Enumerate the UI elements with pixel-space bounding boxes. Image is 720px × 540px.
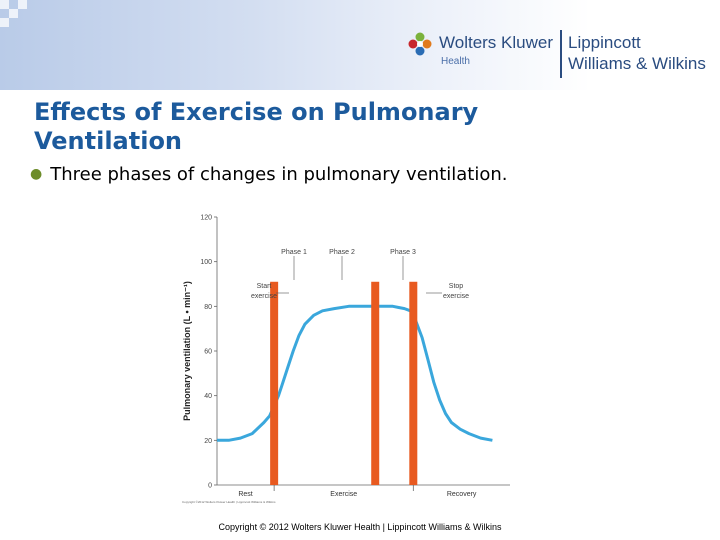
exercise-marker-bar	[371, 281, 380, 485]
company-division: Health	[441, 56, 470, 67]
x-region-label: Exercise	[330, 491, 357, 498]
company-name: Wolters Kluwer	[439, 33, 553, 52]
y-tick-label: 40	[204, 393, 212, 400]
chart-annotations: Phase 1 Phase 2 Phase 3 Start exercise St…	[182, 249, 469, 504]
logo-divider	[560, 30, 562, 78]
x-axis-regions: Rest Exercise Recovery	[217, 484, 510, 498]
x-region-label: Recovery	[447, 491, 477, 498]
exercise-marker-bar	[409, 281, 418, 485]
y-tick-label: 0	[208, 483, 212, 490]
chart-copyright: Copyright ©2012 Wolters Kluwer Health | …	[182, 500, 276, 504]
x-region-label: Rest	[238, 491, 252, 498]
exercise-markers	[270, 281, 418, 485]
y-tick-label: 100	[200, 259, 212, 266]
y-axis: 0 20 40 60 80 100 120	[200, 215, 218, 490]
phase1-label: Phase 1	[281, 249, 307, 256]
phase3-label: Phase 3	[390, 249, 416, 256]
ventilation-curve	[217, 304, 493, 442]
y-tick-label: 80	[204, 304, 212, 311]
stop-exercise-label: Stop exercise	[443, 283, 469, 300]
wolters-kluwer-flower-icon	[408, 32, 432, 56]
y-tick-label: 120	[200, 215, 212, 222]
y-tick-label: 20	[204, 438, 212, 445]
start-exercise-label: Start exercise	[251, 283, 277, 300]
publisher-line-1: Lippincott	[568, 33, 641, 52]
y-axis-label: Pulmonary ventilation (L • min⁻¹)	[182, 281, 192, 421]
y-tick-label: 60	[204, 349, 212, 356]
exercise-marker-bar	[270, 281, 279, 485]
slide-header-band: Wolters Kluwer Health Lippincott William…	[0, 0, 720, 90]
slide-title: Effects of Exercise on Pulmonary Ventila…	[34, 98, 479, 155]
bullet-text: Three phases of changes in pulmonary ven…	[50, 164, 508, 185]
phase2-label: Phase 2	[329, 249, 355, 256]
bullet-dot-icon: ●	[30, 166, 43, 182]
ventilation-chart: 0 20 40 60 80 100 120 Rest Exercise Recovery Pha…	[182, 215, 510, 504]
footer-copyright: Copyright © 2012 Wolters Kluwer Health |…	[218, 522, 502, 532]
bullet-item: ● Three phases of changes in pulmonary ve…	[30, 164, 507, 185]
publisher-line-2: Williams & Wilkins	[568, 54, 706, 73]
